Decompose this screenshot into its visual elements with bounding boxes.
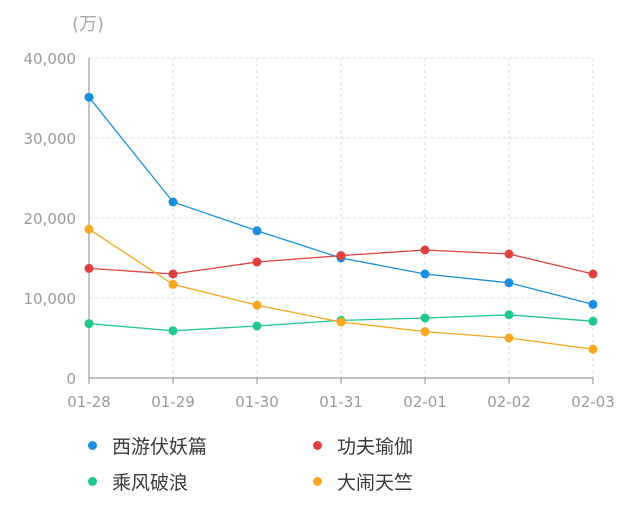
legend-item-danao: 大闹天竺 <box>313 466 413 496</box>
legend-item-xiyou: 西游伏妖篇 <box>88 430 207 460</box>
data-point-3-6 <box>588 344 598 354</box>
data-point-0-0 <box>84 92 94 102</box>
data-point-1-2 <box>252 257 262 267</box>
series-lines <box>84 92 598 354</box>
legend-label-xiyou: 西游伏妖篇 <box>112 435 208 458</box>
data-point-0-6 <box>588 299 598 309</box>
data-point-1-6 <box>588 269 598 279</box>
tick-labels: 40,000 30,000 20,000 10,000 0 01-28 01-29 01-30… <box>24 50 615 411</box>
y-unit-label: (万) <box>72 14 104 35</box>
data-point-3-5 <box>504 333 514 343</box>
legend-label-chengfeng: 乘风破浪 <box>112 471 189 494</box>
x-tick-label: 01-28 <box>67 393 111 411</box>
series-line-3 <box>88 228 594 350</box>
legend-item-chengfeng: 乘风破浪 <box>88 466 188 496</box>
legend-label-gongfu: 功夫瑜伽 <box>337 435 414 458</box>
x-tick-label: 02-01 <box>403 393 447 411</box>
data-point-2-2 <box>252 321 262 331</box>
legend-dot-danao <box>313 476 322 486</box>
data-point-0-1 <box>168 197 178 207</box>
legend-dot-chengfeng <box>88 476 97 486</box>
data-point-2-5 <box>504 310 514 320</box>
y-tick-label: 10,000 <box>24 290 77 308</box>
data-point-1-5 <box>504 249 514 259</box>
data-point-1-1 <box>168 269 178 279</box>
x-tick-label: 01-31 <box>319 393 363 411</box>
line-chart: (万) 40,000 30,000 20,000 10,000 0 01-28 01-29 0… <box>24 14 615 411</box>
legend-label-danao: 大闹天竺 <box>337 471 414 494</box>
x-tick-label: 01-29 <box>151 393 195 411</box>
data-point-2-1 <box>168 326 178 336</box>
y-tick-label: 20,000 <box>24 210 77 228</box>
legend-dot-gongfu <box>313 440 322 450</box>
x-tick-label: 02-02 <box>487 393 531 411</box>
data-point-0-4 <box>420 269 430 279</box>
legend-item-gongfu: 功夫瑜伽 <box>313 430 413 460</box>
data-point-3-3 <box>336 317 346 327</box>
data-point-3-2 <box>252 300 262 310</box>
x-tick-label: 02-03 <box>571 393 615 411</box>
data-point-1-4 <box>420 245 430 255</box>
data-point-3-0 <box>84 224 94 234</box>
data-point-2-4 <box>420 313 430 323</box>
data-point-0-2 <box>252 226 262 236</box>
data-point-3-4 <box>420 327 430 337</box>
legend-dot-xiyou <box>88 440 97 450</box>
data-point-1-0 <box>84 263 94 273</box>
data-point-3-1 <box>168 279 178 289</box>
legend: 西游伏妖篇 功夫瑜伽 乘风破浪 大闹天竺 <box>0 420 640 510</box>
x-tick-label: 01-30 <box>235 393 279 411</box>
data-point-0-5 <box>504 278 514 288</box>
y-tick-label: 40,000 <box>24 50 77 68</box>
data-point-1-3 <box>336 251 346 261</box>
data-point-2-0 <box>84 319 94 329</box>
y-tick-label: 30,000 <box>24 130 77 148</box>
y-tick-label: 0 <box>66 370 76 388</box>
data-point-2-6 <box>588 316 598 326</box>
